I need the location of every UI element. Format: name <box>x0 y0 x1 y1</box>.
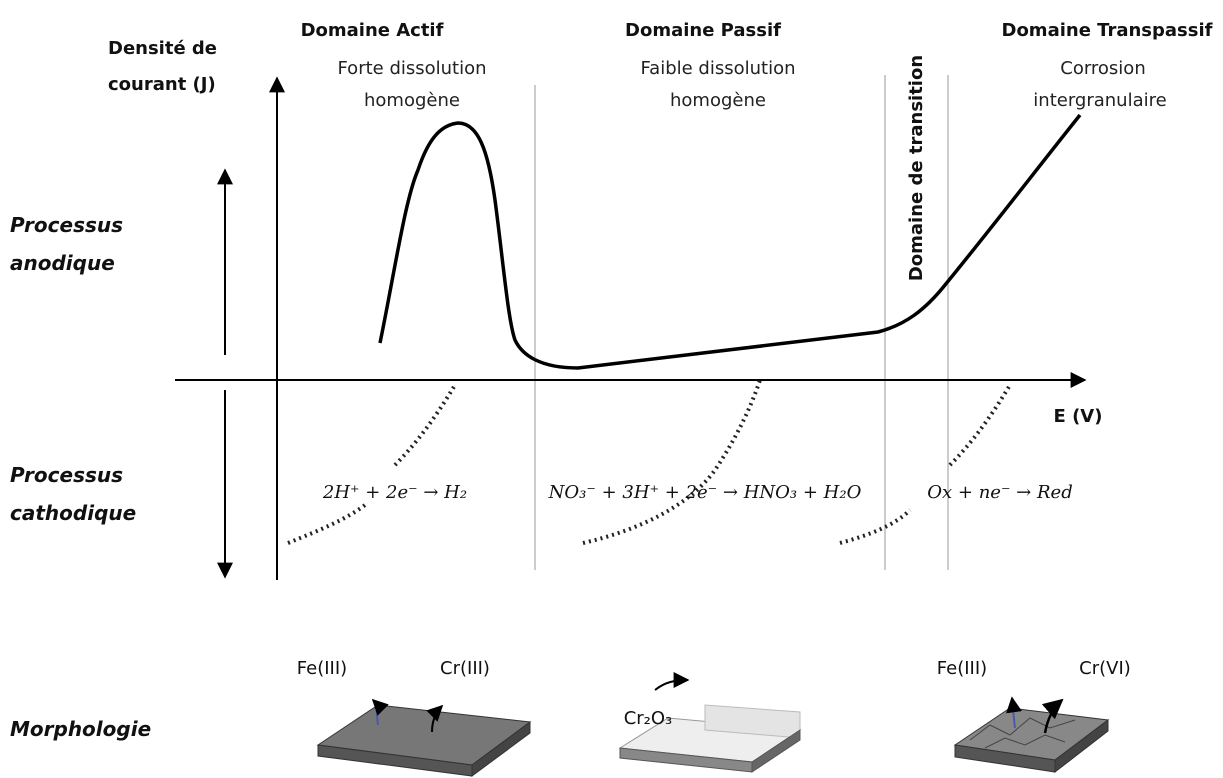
plate-transpassive <box>953 696 1110 774</box>
domain-description: intergranulaire <box>1033 90 1166 111</box>
domain-description: homogène <box>364 90 460 111</box>
x-axis-label: E (V) <box>1054 406 1103 427</box>
reaction: 2H⁺ + 2e⁻ → H₂ <box>322 482 467 503</box>
domain-title: Domaine Passif <box>625 20 781 41</box>
plate-passive <box>618 672 802 773</box>
process-label: Processus <box>10 463 123 487</box>
species: Cr(VI) <box>1079 658 1131 679</box>
domain-description: Faible dissolution <box>640 58 795 79</box>
morphology-label: Morphologie <box>10 717 151 741</box>
domain-description: homogène <box>670 90 766 111</box>
reaction: Ox + ne⁻ → Red <box>927 482 1072 503</box>
domain-title: Domaine Actif <box>301 20 444 41</box>
cathodic-curve <box>839 383 1012 545</box>
reaction: NO₃⁻ + 3H⁺ + 2e⁻ → HNO₃ + H₂O <box>548 482 862 503</box>
species: Fe(III) <box>937 658 987 679</box>
cathodic-curve <box>287 383 457 545</box>
domain-description: Forte dissolution <box>337 58 486 79</box>
transition-label: Domaine de transition <box>906 55 927 281</box>
domain-title: Domaine Transpassif <box>1002 20 1213 41</box>
cathodic-curve <box>582 379 762 545</box>
species: Fe(III) <box>297 658 347 679</box>
y-axis-label: courant (J) <box>108 74 216 95</box>
process-label: anodique <box>10 251 115 275</box>
species: Cr(III) <box>440 658 490 679</box>
plate-active <box>316 698 532 777</box>
polarization-curve <box>378 113 1082 370</box>
species: Cr₂O₃ <box>624 708 673 729</box>
process-label: cathodique <box>10 501 136 525</box>
y-axis-label: Densité de <box>108 38 217 59</box>
process-label: Processus <box>10 213 123 237</box>
domain-description: Corrosion <box>1060 58 1145 79</box>
